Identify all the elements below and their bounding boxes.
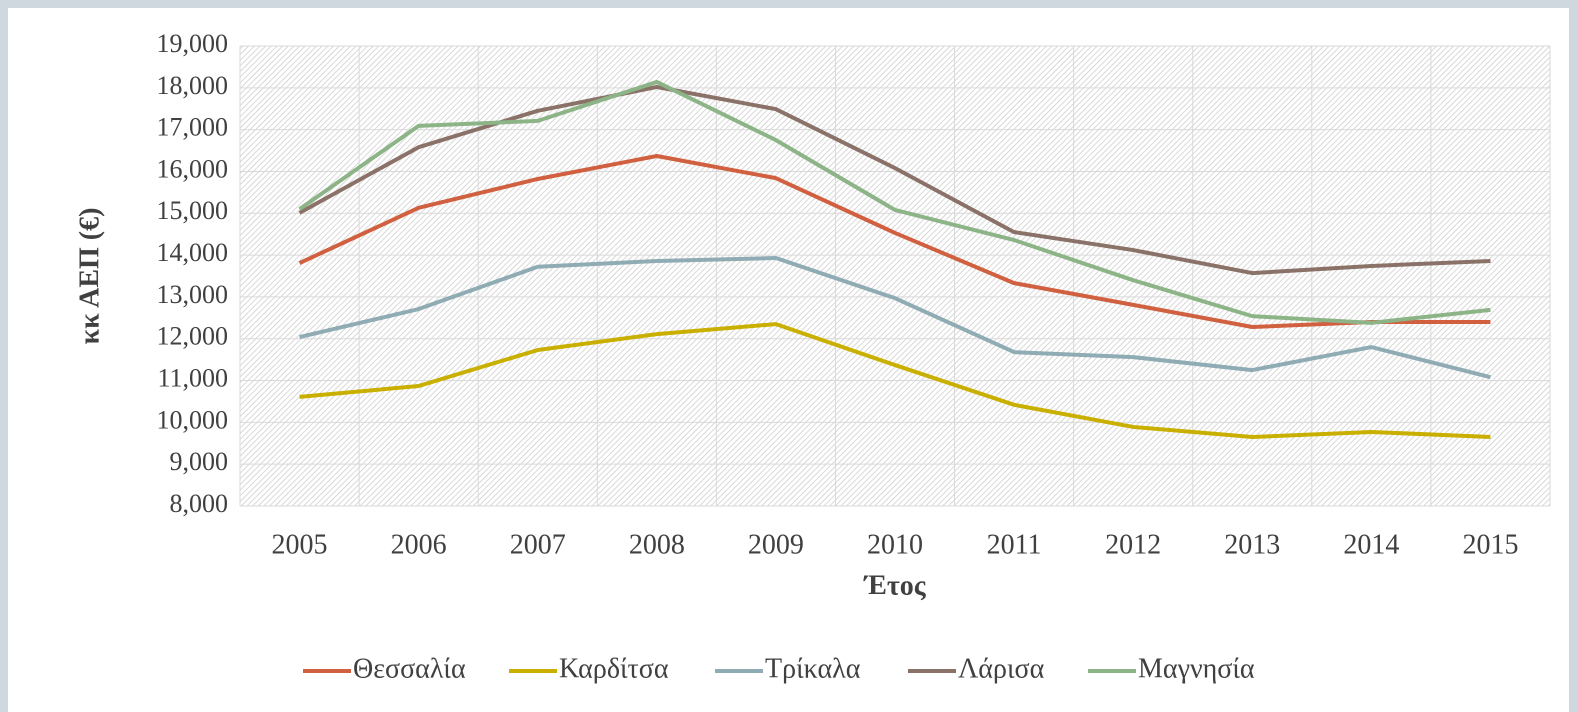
y-tick-label: 19,000 [157,29,229,58]
x-tick-label: 2008 [629,529,685,560]
x-tick-label: 2013 [1224,529,1280,560]
legend-label: Καρδίτσα [559,653,669,684]
y-tick-label: 9,000 [170,447,229,476]
legend-label: Μαγνησία [1138,653,1255,684]
x-tick-label: 2009 [748,529,804,560]
y-tick-label: 15,000 [157,196,229,225]
y-tick-label: 14,000 [157,238,229,267]
x-tick-label: 2015 [1462,529,1518,560]
y-tick-label: 13,000 [157,280,229,309]
y-tick-label: 10,000 [157,405,229,434]
series-line [299,322,1491,439]
y-tick-label: 12,000 [157,322,229,351]
x-tick-label: 2012 [1105,529,1161,560]
x-tick-label: 2014 [1343,529,1399,560]
x-tick-label: 2006 [391,529,447,560]
y-tick-label: 16,000 [157,154,229,183]
x-tick-label: 2007 [510,529,566,560]
y-tick-label: 8,000 [170,489,229,518]
legend-label: Τρίκαλα [765,653,861,684]
plot-area [240,46,1550,506]
series-line [298,153,1491,330]
legend-label: Λάρισα [958,653,1045,684]
x-axis-title: Έτος [862,570,926,601]
series-line [299,256,1491,380]
series-line [298,79,1491,325]
y-axis-title: κκ ΑΕΠ (€) [74,208,105,345]
legend-label: Θεσσαλία [353,653,466,684]
y-tick-label: 11,000 [157,364,228,393]
x-tick-label: 2005 [272,529,328,560]
x-tick-label: 2010 [867,529,923,560]
x-tick-label: 2011 [987,529,1042,560]
y-tick-label: 18,000 [157,71,229,100]
y-tick-label: 17,000 [157,113,229,142]
